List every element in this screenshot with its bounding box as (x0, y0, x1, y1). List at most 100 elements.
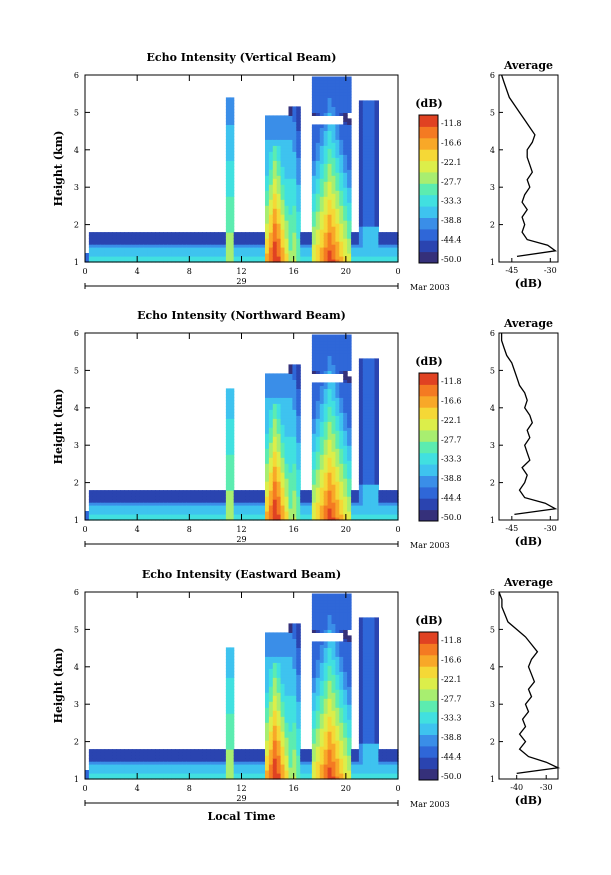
heatmap-cell (327, 346, 333, 351)
heatmap-cell (276, 166, 282, 170)
heatmap-cell (319, 136, 325, 140)
heatmap-cell (311, 436, 317, 440)
heatmap-cell (135, 244, 141, 248)
heatmap-cell (374, 370, 379, 374)
heatmap-cell (280, 451, 286, 455)
heatmap-cell (315, 166, 321, 170)
heatmap-cell (202, 776, 207, 780)
heatmap-cell (190, 238, 196, 242)
heatmap-cell (135, 761, 141, 765)
heatmap-cell (280, 511, 286, 515)
heatmap-cell (265, 148, 270, 152)
heatmap-cell (315, 514, 321, 518)
heatmap-cell (319, 337, 325, 342)
heatmap-cell (343, 130, 348, 134)
heatmap-cell (261, 496, 266, 500)
heatmap-cell (257, 514, 262, 518)
heatmap-cell (265, 674, 270, 678)
heatmap-cell (229, 253, 235, 257)
heatmap-cell (221, 235, 227, 239)
heatmap-cell (339, 352, 344, 356)
heatmap-cell (292, 508, 297, 512)
heatmap-cell (343, 343, 348, 348)
heatmap-cell (225, 115, 231, 119)
heatmap-cell (319, 217, 325, 221)
heatmap-cell (272, 641, 278, 645)
heatmap-cell (272, 644, 278, 648)
heatmap-cell (120, 256, 125, 260)
heatmap-cell (311, 463, 317, 467)
heatmap-cell (272, 647, 278, 651)
heatmap-cell (88, 764, 94, 768)
heatmap-cell (355, 490, 360, 494)
heatmap-cell (343, 502, 348, 506)
heatmap-cell (292, 499, 297, 503)
heatmap-cell (100, 499, 106, 503)
heatmap-cell (128, 499, 133, 503)
heatmap-cell (311, 256, 317, 260)
heatmap-cell (374, 472, 379, 476)
heatmap-cell (112, 250, 117, 254)
heatmap-cell (182, 758, 188, 762)
heatmap-cell (272, 430, 278, 434)
heatmap-cell (272, 662, 278, 666)
heatmap-cell (323, 100, 329, 104)
heatmap-cell (253, 767, 258, 771)
heatmap-cell (159, 499, 164, 503)
heatmap-cell (221, 253, 227, 257)
heatmap-cell (374, 418, 379, 422)
heatmap-cell (331, 250, 336, 254)
heatmap-cell (355, 235, 360, 239)
heatmap-cell (210, 749, 215, 753)
heatmap-cell (108, 517, 113, 521)
heatmap-cell (229, 499, 235, 503)
heatmap-cell (261, 241, 266, 245)
heatmap-cell (292, 184, 297, 188)
heatmap-cell (104, 247, 110, 251)
heatmap-cell (315, 94, 321, 98)
colorbar-label: -22.1 (441, 416, 462, 425)
colorbar-swatch (419, 183, 438, 196)
heatmap-cell (268, 463, 274, 467)
heatmap-cell (202, 502, 207, 506)
heatmap-cell (253, 247, 258, 251)
heatmap-cell (225, 719, 231, 723)
heatmap-cell (92, 758, 98, 762)
heatmap-cell (276, 145, 282, 149)
x-tick-label: 20 (341, 267, 351, 276)
heatmap-cell (331, 397, 336, 401)
heatmap-cell (296, 115, 301, 119)
heatmap-cell (382, 250, 387, 254)
heatmap-cell (268, 217, 274, 221)
heatmap-cell (214, 773, 219, 777)
heatmap-cell (272, 716, 278, 720)
heatmap-cell (229, 181, 235, 185)
heatmap-cell (265, 746, 270, 750)
profile-title: Average (503, 59, 553, 72)
heatmap-cell (374, 115, 379, 119)
heatmap-cell (292, 154, 297, 158)
heatmap-cell (155, 770, 160, 774)
heatmap-cell (284, 439, 289, 443)
heatmap-cell (370, 250, 376, 254)
heatmap-cell (284, 514, 289, 518)
heatmap-cell (206, 517, 211, 521)
heatmap-cell (335, 217, 340, 221)
heatmap-cell (280, 680, 286, 684)
heatmap-cell (104, 496, 110, 500)
heatmap-cell (319, 256, 325, 260)
heatmap-cell (323, 457, 329, 461)
heatmap-cell (339, 82, 344, 87)
heatmap-cell (366, 505, 372, 509)
heatmap-cell (374, 508, 379, 512)
heatmap-cell (327, 175, 333, 179)
heatmap-cell (343, 385, 348, 389)
heatmap-cell (214, 761, 219, 765)
heatmap-cell (347, 193, 352, 197)
heatmap-cell (339, 109, 344, 113)
heatmap-cell (319, 235, 325, 239)
heatmap-cell (108, 499, 113, 503)
heatmap-cell (135, 505, 141, 509)
heatmap-cell (131, 256, 137, 260)
heatmap-cell (327, 343, 333, 348)
